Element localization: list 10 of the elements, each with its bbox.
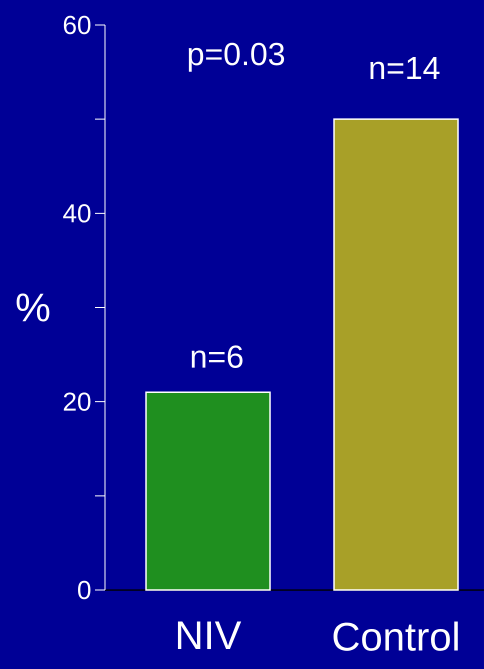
annotation: n=14 [370,56,440,79]
y-tick-label: 40 [63,204,90,223]
y-tick-label: 20 [64,392,90,411]
x-tick-label: Control [334,622,458,651]
annotation: n=6 [192,345,243,368]
y-tick-label: 0 [78,580,90,600]
y-tick-label: 60 [64,16,90,34]
annotation: p=0.03 [188,42,284,72]
x-tick-label: NIV [178,622,242,650]
y-axis-title: % [16,294,50,322]
